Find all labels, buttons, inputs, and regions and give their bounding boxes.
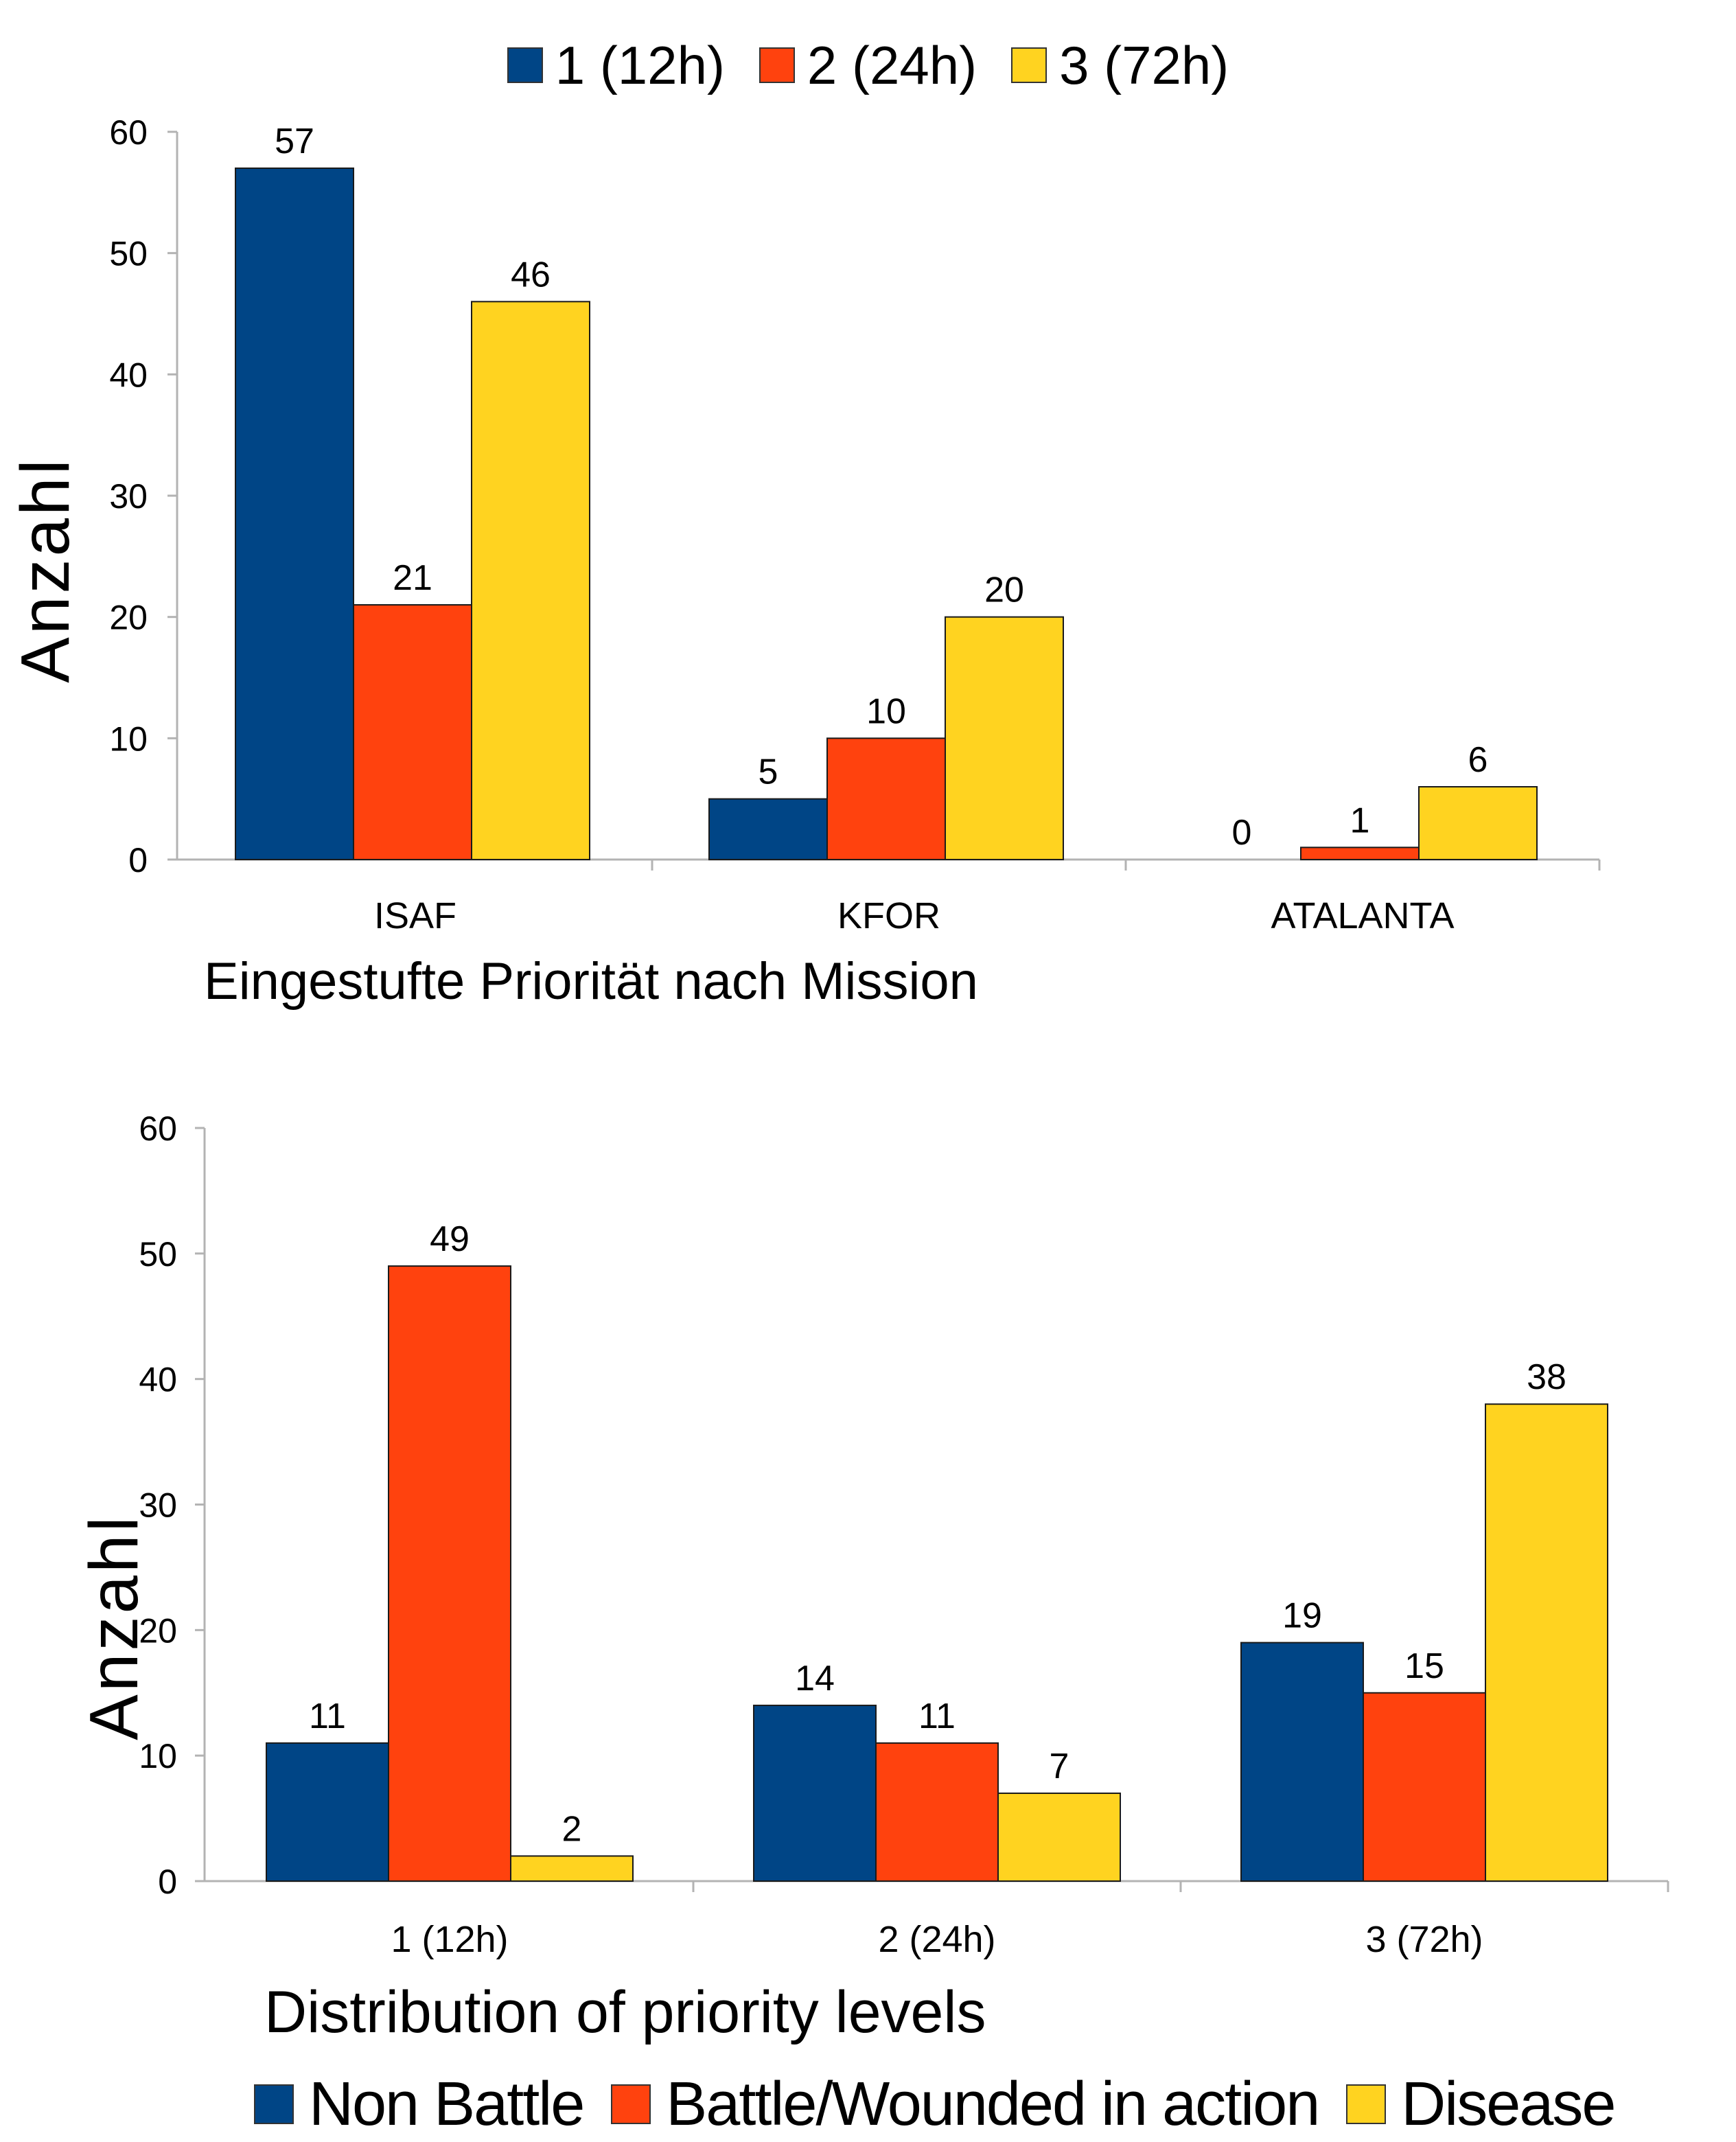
- chart-1: 0 10 20 30 40 50 60 57 21 46 ISAF 5 10 20 KFOR 0 1 6 ATALA…: [7, 113, 1601, 1011]
- bar: [945, 616, 1064, 861]
- bar: [875, 1742, 999, 1882]
- legend-item: Battle/Wounded in action: [611, 2069, 1320, 2140]
- bar: [708, 798, 828, 860]
- legend-label: Disease: [1401, 2069, 1616, 2139]
- legend-label: 2 (24h): [807, 34, 977, 95]
- bar: [388, 1265, 511, 1882]
- y-axis-label: Anzahl: [7, 457, 84, 683]
- y-tick-label: 0: [128, 841, 148, 879]
- data-label: 1: [1350, 801, 1370, 840]
- bar: [235, 168, 354, 860]
- bar: [510, 1855, 634, 1882]
- x-tick-label: 3 (72h): [1365, 1919, 1483, 1960]
- chart-2: 0 10 20 30 40 50 60 11 49 2 1 (12h) 14 11 7 2 (24h) 19 1…: [76, 1109, 1669, 2045]
- bar: [1485, 1403, 1608, 1882]
- legend-label: 3 (72h): [1059, 34, 1229, 95]
- data-label: 10: [866, 691, 906, 731]
- data-label: 2: [562, 1809, 582, 1849]
- legend-label: Battle/Wounded in action: [666, 2069, 1320, 2139]
- x-tick-label: 2 (24h): [878, 1919, 995, 1960]
- y-tick-label: 10: [139, 1737, 177, 1775]
- y-tick-label: 40: [139, 1361, 177, 1399]
- bar: [471, 301, 590, 861]
- data-label: 20: [984, 571, 1024, 610]
- y-tick-label: 20: [109, 599, 148, 637]
- legend-swatch: [759, 47, 795, 83]
- legend-swatch: [254, 2084, 294, 2124]
- data-label: 38: [1527, 1357, 1566, 1397]
- data-label: 5: [759, 752, 778, 792]
- legend-item: 2 (24h): [759, 34, 977, 97]
- y-tick-label: 50: [109, 235, 148, 273]
- bar: [826, 737, 946, 861]
- bar: [266, 1742, 389, 1882]
- x-tick-label: KFOR: [837, 895, 940, 936]
- y-tick-label: 30: [139, 1486, 177, 1525]
- data-label: 7: [1050, 1747, 1069, 1786]
- legend-chart2: Non Battle Battle/Wounded in action Diseas…: [254, 2066, 1616, 2142]
- y-tick-label: 30: [109, 477, 148, 516]
- legend-item: 1 (12h): [507, 34, 725, 97]
- y-tick-label: 0: [158, 1863, 177, 1901]
- data-label: 19: [1282, 1596, 1322, 1636]
- data-label: 49: [430, 1219, 470, 1259]
- data-label: 15: [1404, 1646, 1444, 1686]
- data-label: 11: [309, 1696, 346, 1736]
- chart-title: Distribution of priority levels: [264, 1979, 986, 2045]
- x-tick-label: ATALANTA: [1271, 895, 1454, 936]
- legend-swatch: [1011, 47, 1048, 83]
- data-label: 46: [511, 255, 551, 295]
- legend-swatch: [507, 47, 543, 83]
- legend-chart1: 1 (12h) 2 (24h) 3 (72h): [0, 27, 1736, 103]
- data-label: 0: [1232, 813, 1252, 853]
- bar: [353, 604, 472, 860]
- y-tick-label: 50: [139, 1235, 177, 1274]
- data-label: 14: [795, 1659, 835, 1698]
- data-label: 57: [275, 122, 314, 161]
- bar: [1300, 847, 1420, 861]
- y-tick-label: 60: [139, 1109, 177, 1148]
- legend-swatch: [1346, 2084, 1387, 2124]
- y-tick-label: 20: [139, 1611, 177, 1650]
- legend-item: Disease: [1346, 2069, 1616, 2140]
- data-label: 11: [918, 1696, 956, 1736]
- data-label: 21: [393, 558, 432, 598]
- chart-title: Eingestufte Priorität nach Mission: [204, 952, 978, 1011]
- bar: [997, 1793, 1121, 1882]
- bar: [1418, 786, 1538, 860]
- bar: [1363, 1692, 1486, 1882]
- legend-item: 3 (72h): [1011, 34, 1229, 97]
- y-axis-label: Anzahl: [76, 1514, 152, 1740]
- x-tick-label: 1 (12h): [391, 1919, 508, 1960]
- y-tick-label: 40: [109, 356, 148, 394]
- bar: [753, 1705, 877, 1882]
- legend-label: Non Battle: [309, 2069, 585, 2139]
- legend-swatch: [611, 2084, 651, 2124]
- x-tick-label: ISAF: [374, 895, 456, 936]
- y-tick-label: 10: [109, 719, 148, 758]
- bar: [1240, 1642, 1364, 1882]
- data-label: 6: [1468, 740, 1488, 780]
- legend-label: 1 (12h): [555, 34, 725, 95]
- y-tick-label: 60: [109, 113, 148, 152]
- legend-item: Non Battle: [254, 2069, 585, 2140]
